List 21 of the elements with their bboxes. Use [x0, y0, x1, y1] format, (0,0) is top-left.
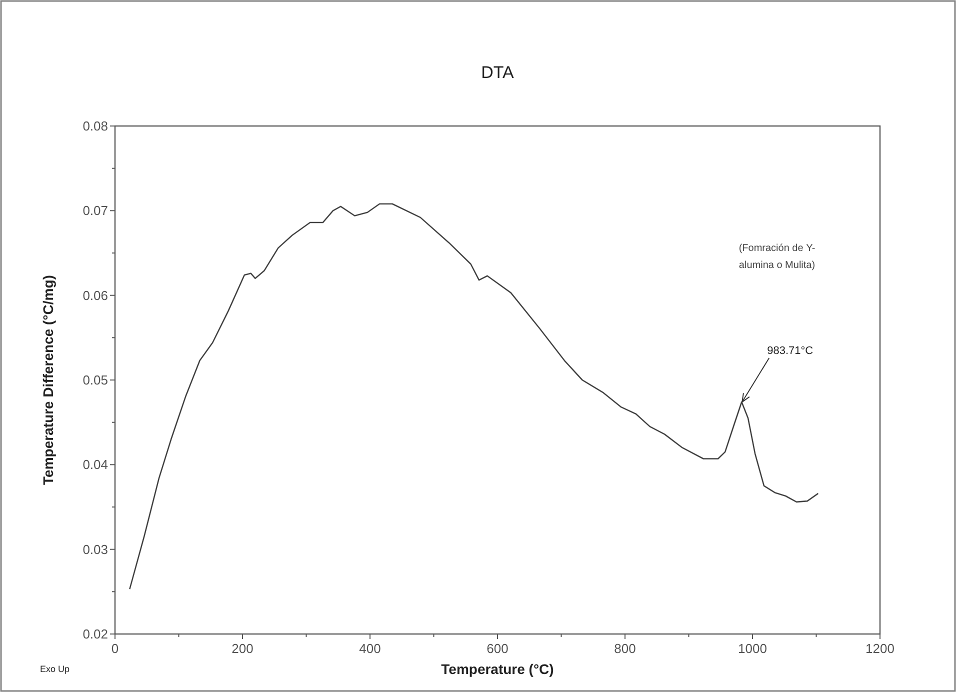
annotation: 983.71°C	[767, 345, 814, 358]
line-series	[129, 203, 819, 590]
chart-title: DTA	[481, 63, 515, 82]
y-axis-title: Temperature Difference (°C/mg)	[40, 275, 56, 485]
x-tick-label: 1000	[738, 641, 767, 656]
y-tick-label: 0.06	[82, 288, 108, 303]
y-tick-label: 0.07	[82, 203, 108, 218]
x-tick-label: 800	[614, 641, 636, 656]
x-axis-title: Temperature (°C)	[441, 661, 554, 677]
x-tick-label: 400	[359, 641, 381, 656]
x-tick-label: 0	[111, 641, 119, 656]
x-tick-label: 1200	[866, 641, 894, 656]
text: Exo Up	[40, 664, 70, 674]
y-tick-label: 0.05	[82, 372, 108, 388]
y-tick-label: 0.02	[82, 626, 108, 642]
annotation: (Fomración de Υ- alumina o Mulita)	[738, 243, 816, 271]
y-tick-label: 0.03	[82, 542, 108, 557]
y-tick-label: 0.08	[82, 118, 108, 134]
x-tick-label: 600	[486, 641, 508, 656]
x-tick-label: 200	[232, 641, 254, 656]
y-tick-label: 0.04	[82, 457, 108, 472]
